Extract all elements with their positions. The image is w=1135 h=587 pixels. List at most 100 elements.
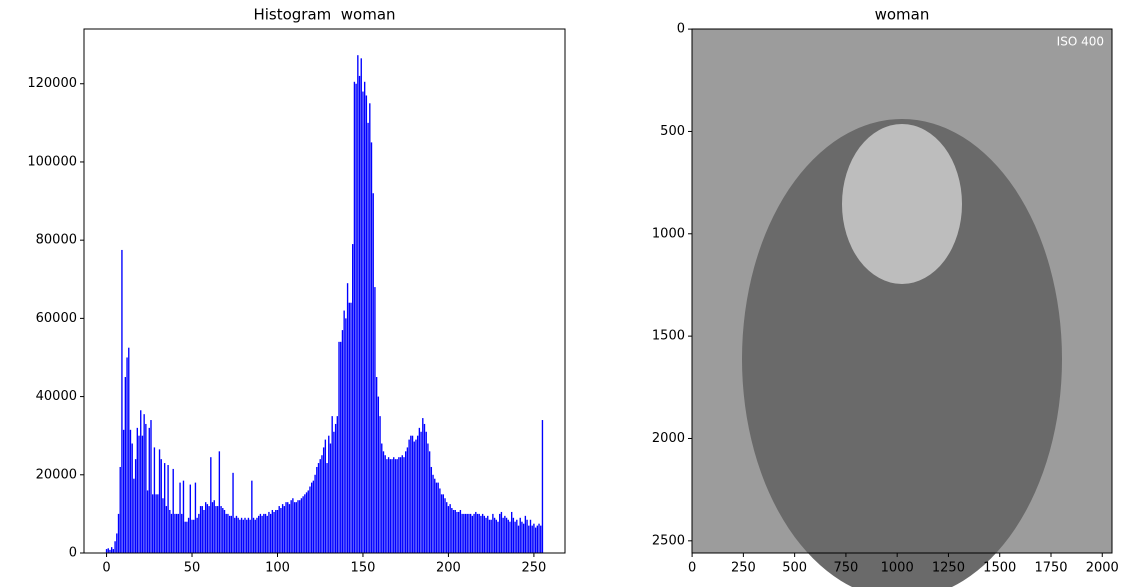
bar — [222, 508, 224, 553]
x-tick-label: 50 — [184, 561, 201, 576]
x-tick-label: 750 — [833, 561, 858, 576]
bar — [534, 527, 537, 553]
bar — [281, 504, 284, 553]
bar — [119, 466, 121, 553]
bar — [259, 513, 262, 553]
bar — [516, 519, 518, 553]
bar — [117, 513, 120, 553]
bar — [220, 506, 222, 553]
bar — [290, 500, 292, 553]
bar — [396, 459, 398, 553]
bar — [234, 517, 236, 553]
y-tick-label: 100000 — [27, 154, 77, 169]
bar — [124, 377, 127, 553]
bar — [374, 287, 376, 553]
bar — [509, 521, 511, 553]
bar — [187, 517, 190, 553]
bar — [189, 484, 191, 553]
bar — [293, 502, 296, 553]
bar — [437, 482, 439, 553]
bar — [215, 506, 217, 553]
bar — [208, 506, 210, 553]
bar — [398, 457, 400, 553]
bar — [278, 506, 280, 553]
bar — [218, 451, 221, 553]
y-tick-label: 0 — [677, 22, 685, 37]
bar — [384, 455, 386, 553]
bar — [425, 431, 427, 553]
bar — [377, 396, 380, 553]
bar — [497, 521, 499, 553]
bar — [487, 515, 489, 553]
bar — [141, 435, 144, 553]
y-tick-label: 500 — [660, 124, 685, 139]
bar — [352, 244, 354, 553]
bar — [382, 451, 385, 553]
bar — [524, 515, 527, 553]
x-tick-label: 1000 — [881, 561, 914, 576]
bar — [333, 431, 335, 553]
bar — [179, 482, 181, 553]
bar — [249, 519, 251, 553]
bar — [346, 283, 349, 553]
bar — [519, 517, 521, 553]
bar — [227, 513, 229, 553]
bar — [198, 513, 200, 553]
bar — [500, 511, 503, 553]
x-tick-label: 0 — [102, 561, 110, 576]
bar — [276, 509, 279, 553]
bar — [201, 506, 203, 553]
bar — [143, 414, 145, 553]
bar — [435, 482, 438, 553]
bar — [110, 547, 113, 553]
bar — [413, 441, 415, 553]
bar — [247, 517, 250, 553]
bar — [526, 519, 528, 553]
bar — [350, 302, 352, 553]
x-tick-label: 1750 — [1034, 561, 1067, 576]
bar — [107, 548, 109, 553]
bar — [297, 500, 299, 553]
bar — [271, 509, 274, 553]
bar — [410, 435, 412, 553]
bar — [314, 474, 316, 553]
bar — [379, 416, 381, 553]
bar — [499, 513, 501, 553]
bar — [256, 517, 258, 553]
bar — [225, 513, 227, 553]
bar — [471, 515, 474, 553]
bar — [449, 504, 451, 553]
bar — [538, 523, 540, 553]
bar — [386, 459, 388, 553]
y-tick-label: 1000 — [652, 226, 685, 241]
bar — [456, 511, 458, 553]
bar — [529, 519, 532, 553]
bar — [122, 429, 125, 553]
bar — [152, 494, 154, 553]
bar — [165, 506, 168, 553]
bar — [401, 455, 403, 553]
bar — [464, 513, 467, 553]
bar — [345, 318, 347, 553]
bar — [432, 474, 434, 553]
bar — [355, 83, 357, 553]
bar — [507, 519, 509, 553]
bar — [157, 494, 159, 553]
bar — [242, 519, 244, 553]
bar — [105, 549, 108, 553]
bar — [131, 443, 133, 553]
y-tick-label: 20000 — [36, 467, 77, 482]
bar — [348, 302, 350, 553]
bar — [329, 443, 332, 553]
bar — [300, 498, 303, 553]
bar — [237, 517, 239, 553]
bar — [317, 463, 320, 553]
bar — [146, 490, 149, 553]
bar — [210, 457, 212, 553]
bar — [136, 427, 139, 553]
bar — [239, 519, 241, 553]
x-tick-label: 2000 — [1086, 561, 1119, 576]
x-tick-label: 250 — [731, 561, 756, 576]
bar — [420, 431, 422, 553]
bar — [254, 519, 256, 553]
